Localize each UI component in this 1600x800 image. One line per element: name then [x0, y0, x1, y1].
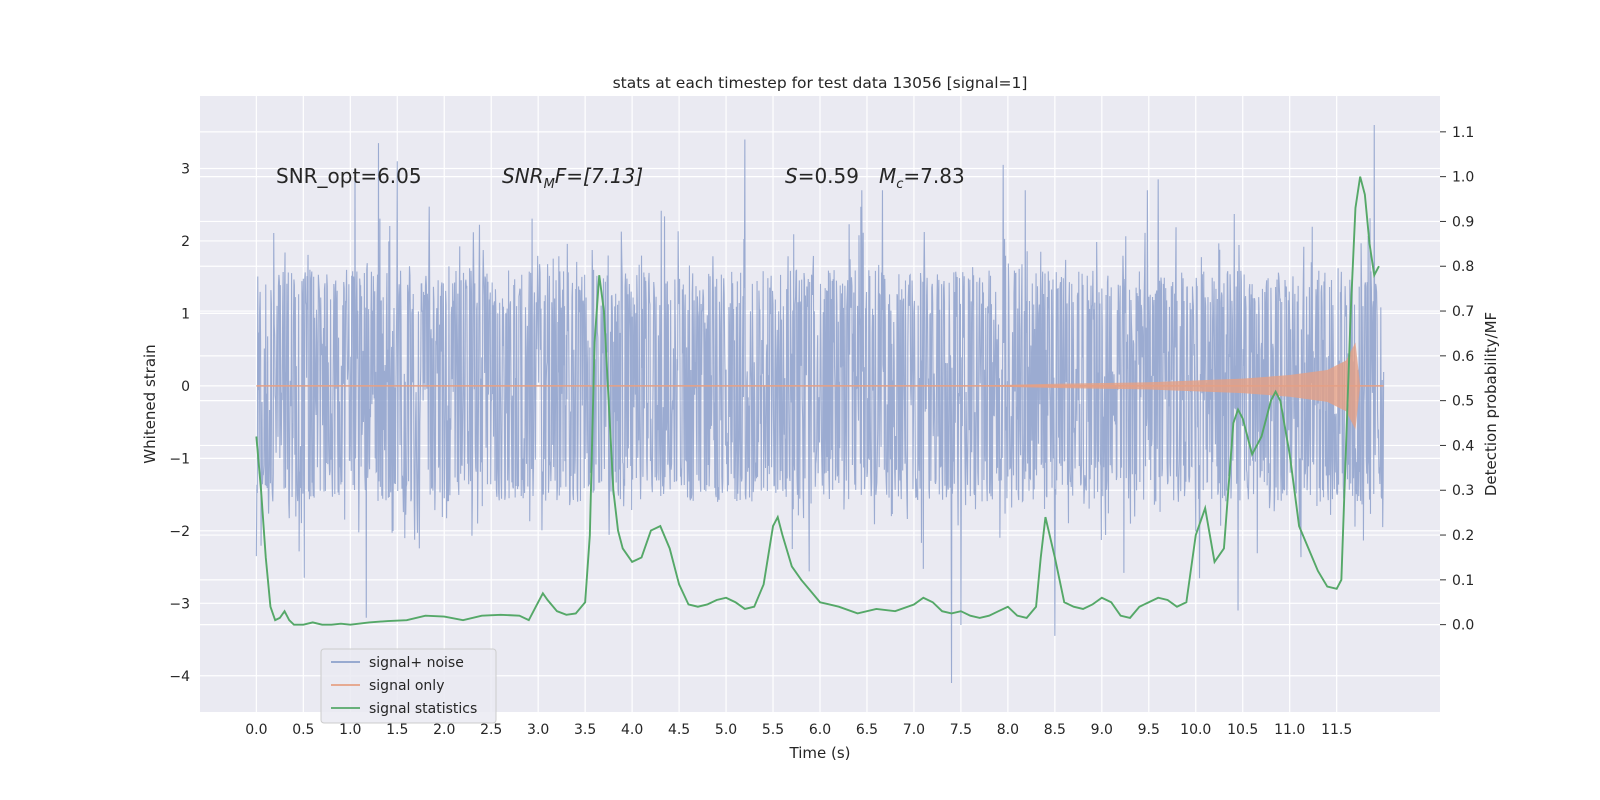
x-tick-label: 6.0 [809, 722, 831, 738]
x-tick-label: 0.5 [292, 722, 314, 738]
y-tick-label-right: 0.0 [1452, 618, 1474, 634]
series-signal-noise [255, 124, 1385, 684]
y-tick-label-right: 0.3 [1452, 483, 1474, 499]
legend-label-signal-noise: signal+ noise [369, 655, 464, 671]
y-tick-label-right: 1.1 [1452, 125, 1474, 141]
y-tick-label-left: 1 [181, 306, 190, 322]
x-tick-label: 3.0 [527, 722, 549, 738]
mc-symbol: M [879, 164, 896, 188]
y-tick-label-right: 1.0 [1452, 170, 1474, 186]
annotation-snr-opt: SNR_opt=6.05 [276, 164, 422, 188]
x-tick-label: 7.0 [903, 722, 925, 738]
y-tick-label-right: 0.1 [1452, 573, 1474, 589]
mc-value: =7.83 [903, 164, 964, 188]
y-tick-label-left: −3 [169, 596, 190, 612]
x-tick-label: 5.5 [762, 722, 784, 738]
x-tick-label: 3.5 [574, 722, 596, 738]
x-tick-label: 6.5 [856, 722, 878, 738]
x-tick-label: 7.5 [950, 722, 972, 738]
snr-mf-value: F=[7.13] [555, 164, 643, 188]
x-tick-label: 11.0 [1274, 722, 1305, 738]
annotation-mc: Mc=7.83 [879, 164, 965, 192]
snr-mf-subscript: M [544, 177, 555, 192]
x-tick-label: 9.0 [1091, 722, 1113, 738]
x-tick-label: 8.5 [1044, 722, 1066, 738]
x-tick-label: 2.0 [433, 722, 455, 738]
snr-mf-symbol: SNR [502, 164, 544, 188]
legend-box [320, 648, 497, 724]
x-tick-label: 4.5 [668, 722, 690, 738]
legend-label-signal-only: signal only [369, 678, 444, 694]
y-axis-label-left: Whitened strain [141, 344, 159, 463]
legend-label-signal-statistics: signal statistics [369, 701, 477, 717]
s-symbol: S [785, 164, 798, 188]
tick-labels: 0.0 0.5 1.0 1.5 2.0 2.5 3.0 3.5 4.0 4.5 5.0 5.5 6.0 6… [169, 125, 1474, 738]
y-tick-label-left: 3 [181, 161, 190, 177]
y-tick-label-right: 0.6 [1452, 349, 1474, 365]
y-tick-label-left: 2 [181, 234, 190, 250]
series-layer [255, 124, 1385, 684]
x-tick-label: 10.5 [1227, 722, 1258, 738]
x-tick-label: 5.0 [715, 722, 737, 738]
y-tick-label-right: 0.2 [1452, 528, 1474, 544]
y-tick-label-right: 0.7 [1452, 304, 1474, 320]
y-tick-label-left: −1 [169, 451, 190, 467]
y-tick-label-left: −4 [169, 669, 190, 685]
y-tick-label-right: 0.5 [1452, 394, 1474, 410]
y-axis-label-right: Detection probability/MF [1482, 312, 1500, 496]
x-tick-label: 9.5 [1138, 722, 1160, 738]
x-tick-label: 10.0 [1180, 722, 1211, 738]
x-tick-label: 2.5 [480, 722, 502, 738]
chart-title: stats at each timestep for test data 130… [613, 74, 1028, 92]
y-tick-label-right: 0.8 [1452, 259, 1474, 275]
annotation-s: S=0.59 [785, 164, 859, 188]
y-tick-label-right: 0.4 [1452, 438, 1474, 454]
legend: signal+ noise signal only signal statist… [320, 648, 497, 724]
annotation-snr-mf: SNRMF=[7.13] [502, 164, 643, 192]
y-tick-label-right: 0.9 [1452, 214, 1474, 230]
s-value: =0.59 [798, 164, 859, 188]
x-tick-label: 1.0 [339, 722, 361, 738]
x-tick-label: 1.5 [386, 722, 408, 738]
series-signal-statistics [255, 176, 1380, 626]
y-tick-label-left: −2 [169, 524, 190, 540]
x-tick-label: 11.5 [1321, 722, 1352, 738]
y-tick-label-left: 0 [181, 379, 190, 395]
x-tick-label: 4.0 [621, 722, 643, 738]
x-axis-label: Time (s) [789, 744, 851, 762]
x-tick-label: 0.0 [245, 722, 267, 738]
x-tick-label: 8.0 [997, 722, 1019, 738]
mc-subscript: c [896, 177, 903, 192]
